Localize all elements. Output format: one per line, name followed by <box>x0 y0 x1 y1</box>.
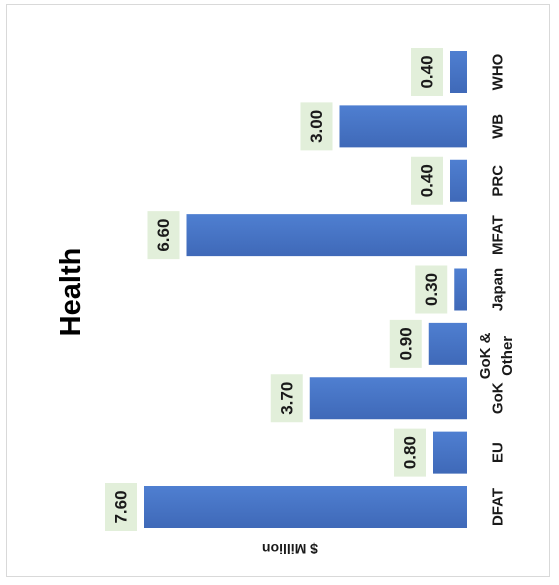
category-label-gok-other: GoK & Other <box>477 332 516 379</box>
category-label-prc: PRC <box>490 165 507 197</box>
bar-dfat <box>144 486 467 528</box>
data-label-box-wb <box>300 102 333 151</box>
data-label-gok-other: 0.90 <box>396 327 415 360</box>
bar-japan <box>454 268 467 311</box>
category-label-dfat: DFAT <box>490 488 507 526</box>
data-label-wb: 3.00 <box>307 110 326 143</box>
data-label-box-mfat <box>147 211 180 260</box>
data-label-dfat: 7.60 <box>112 490 131 523</box>
category-label-who: WHO <box>490 53 507 90</box>
data-label-mfat: 6.60 <box>154 219 173 252</box>
bar-wb <box>339 105 467 148</box>
data-label-eu: 0.80 <box>401 436 420 469</box>
category-label-wb: WB <box>490 114 507 139</box>
y-axis-label: $ Million <box>262 541 318 557</box>
data-label-who: 0.40 <box>418 55 437 88</box>
data-label-box-eu <box>394 428 426 477</box>
data-label-box-who <box>411 48 443 96</box>
category-label-gok: GoK <box>490 382 507 414</box>
bar-gok-other <box>428 322 467 365</box>
data-label-gok: 3.70 <box>277 382 296 415</box>
bar-gok <box>309 377 467 420</box>
data-label-box-gok-other <box>389 319 422 368</box>
bar-eu <box>433 431 467 474</box>
category-label-japan: Japan <box>490 268 507 311</box>
bar-who <box>450 51 467 93</box>
category-label-eu: EU <box>490 442 507 463</box>
category-label-mfat: MFAT <box>490 215 507 255</box>
data-label-box-dfat <box>105 483 137 531</box>
chart-title: Health <box>55 248 87 337</box>
data-label-box-prc <box>411 156 443 205</box>
data-label-box-japan <box>415 265 448 314</box>
data-label-prc: 0.40 <box>418 164 437 197</box>
data-label-japan: 0.30 <box>422 273 441 306</box>
bar-prc <box>450 159 467 202</box>
bar-mfat <box>186 214 467 257</box>
data-label-box-gok <box>270 374 303 423</box>
